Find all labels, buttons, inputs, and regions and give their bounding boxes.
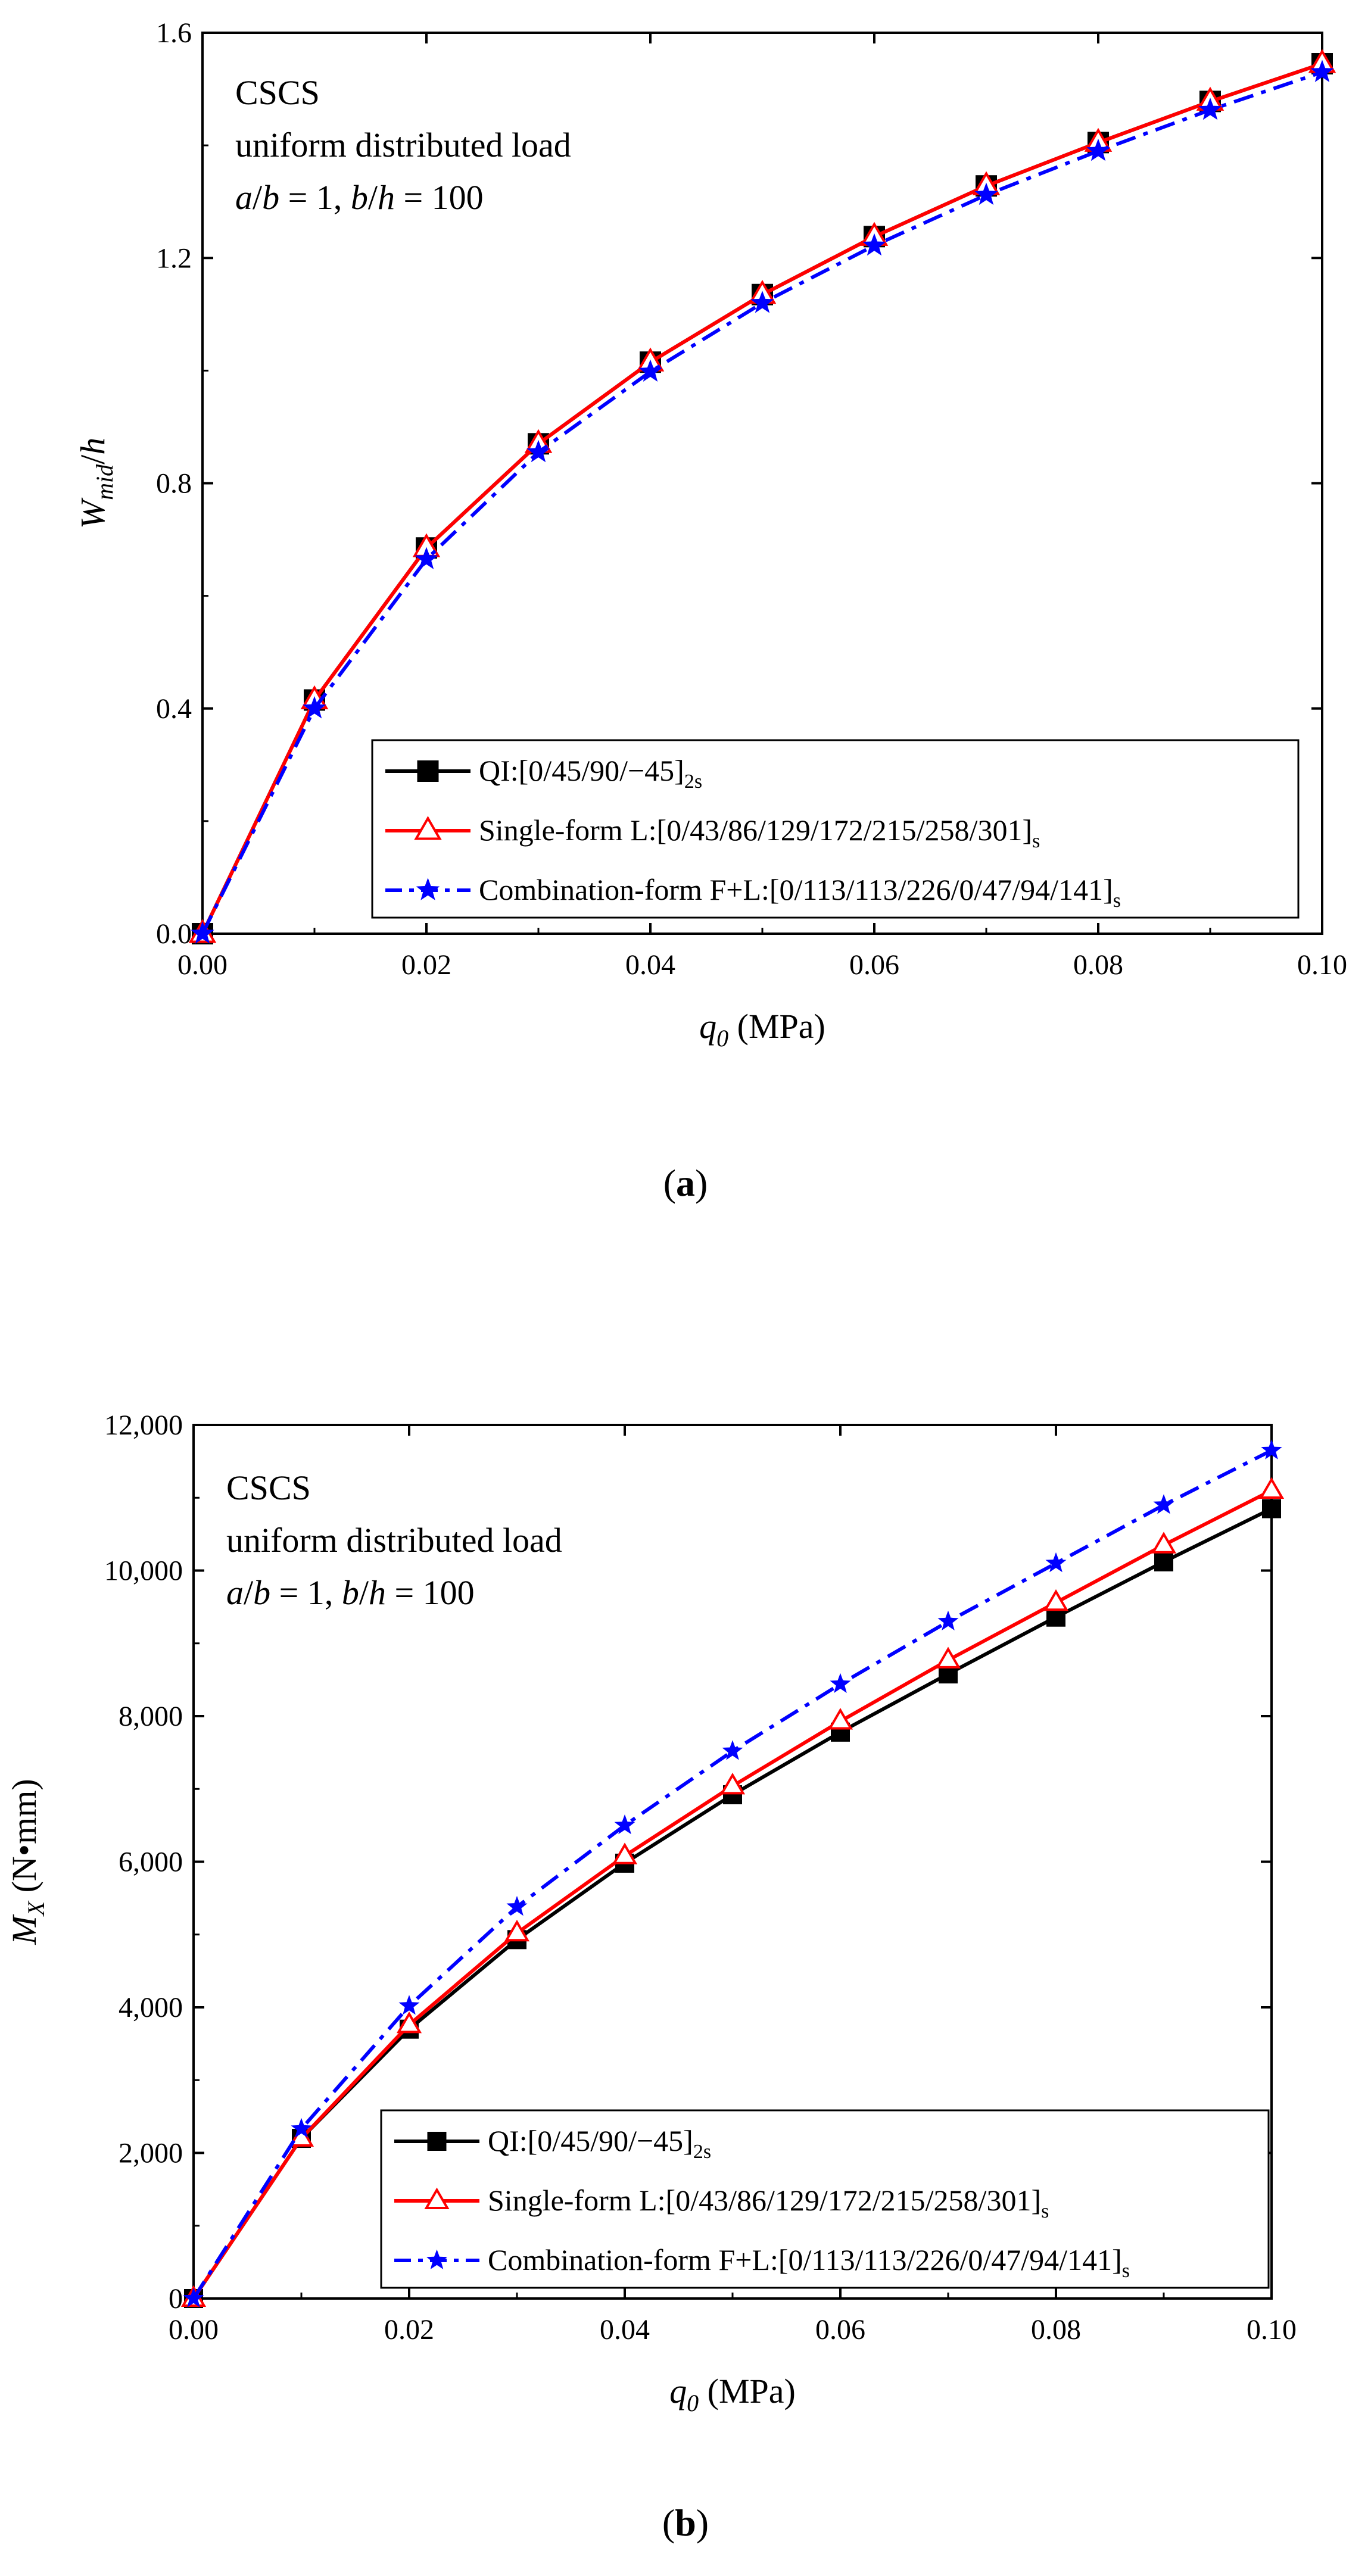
x-tick-label: 0.04	[625, 949, 675, 981]
data-point-star	[862, 233, 886, 256]
data-point-star	[1310, 60, 1334, 82]
y-tick-label: 1.6	[156, 17, 192, 49]
y-tick-label: 1.2	[156, 242, 192, 274]
y-tick-label: 0.8	[156, 468, 192, 500]
x-tick-label: 0.02	[401, 949, 451, 981]
legend-marker-triangle	[414, 816, 442, 840]
legend-marker-star	[426, 2249, 447, 2269]
data-point-star	[1045, 1552, 1067, 1573]
x-tick-label: 0.06	[849, 949, 899, 981]
x-tick-label: 0.00	[177, 949, 228, 981]
data-point-triangle	[719, 1772, 746, 1795]
data-point-star	[303, 696, 326, 719]
data-point-star	[1086, 138, 1110, 161]
data-point-star	[722, 1740, 743, 1760]
data-point-star	[614, 1814, 635, 1835]
legend-label-square: QI:[0/45/90/−45]2s	[488, 2124, 711, 2163]
annotation-bc: CSCS	[235, 73, 320, 112]
data-point-star	[191, 921, 214, 944]
legend-marker-square	[417, 760, 439, 782]
x-tick-label: 0.04	[600, 2314, 650, 2346]
data-point-triangle	[1258, 1477, 1285, 1499]
legend-label-star: Combination-form F+L:[0/113/113/226/0/47…	[488, 2243, 1130, 2282]
legend-box	[380, 2109, 1270, 2289]
data-point-star	[415, 547, 438, 569]
data-point-triangle	[612, 1842, 638, 1864]
legend-label-star: Combination-form F+L:[0/113/113/226/0/47…	[479, 873, 1121, 912]
data-point-star	[937, 1610, 959, 1630]
x-tick-label: 0.08	[1073, 949, 1123, 981]
annotation-load: uniform distributed load	[235, 126, 571, 164]
chart-panel-a: 0.00 0.02 0.04 0.06 0.08 0.10 0.0 0.4 0.8 1.2 1.6 q…	[73, 17, 1347, 1052]
data-point-triangle	[504, 1919, 530, 1942]
y-tick-label: 4,000	[119, 1992, 183, 2023]
legend-marker-triangle	[424, 2187, 450, 2209]
caption-a: (a)	[663, 1162, 708, 1204]
y-tick-label: 12,000	[104, 1409, 183, 1441]
y-tick-label: 8,000	[119, 1701, 183, 1732]
data-point-star	[1261, 1439, 1282, 1459]
x-tick-label: 0.08	[1031, 2314, 1081, 2346]
x-tick-label: 0.06	[815, 2314, 865, 2346]
series-star	[183, 1439, 1282, 2307]
y-tick-label: 0	[169, 2283, 183, 2315]
annotation-bc: CSCS	[226, 1468, 311, 1507]
x-axis-title: q0 (MPa)	[699, 1007, 825, 1052]
y-tick-label: 10,000	[104, 1555, 183, 1587]
y-tick-label: 6,000	[119, 1847, 183, 1878]
data-point-star	[1153, 1494, 1174, 1514]
annotation-geometry: a/b = 1, b/h = 100	[235, 178, 484, 217]
legend-marker-square	[427, 2132, 447, 2151]
data-point-star	[183, 2287, 204, 2307]
legend-label-triangle: Single-form L:[0/43/86/129/172/215/258/3…	[488, 2184, 1049, 2222]
annotation-geometry: a/b = 1, b/h = 100	[226, 1573, 475, 1612]
x-tick-label: 0.00	[169, 2314, 219, 2346]
data-point-star	[638, 359, 662, 382]
y-axis-title: Wmid/h	[73, 438, 118, 529]
data-point-star	[750, 291, 774, 313]
data-point-star	[974, 182, 998, 205]
y-tick-label: 0.4	[156, 693, 192, 725]
x-tick-label: 0.10	[1297, 949, 1347, 981]
legend-marker-star	[416, 878, 440, 900]
caption-b: (b)	[662, 2502, 709, 2544]
legend-box	[371, 739, 1300, 919]
x-tick-label: 0.02	[384, 2314, 434, 2346]
annotation-load: uniform distributed load	[226, 1521, 562, 1560]
data-point-star	[830, 1673, 851, 1694]
data-point-star	[506, 1895, 528, 1916]
data-point-star	[526, 439, 550, 463]
y-axis-title: MX (N•mm)	[5, 1779, 49, 1945]
data-point-square	[1262, 1499, 1281, 1518]
series-star	[191, 60, 1334, 944]
y-tick-label: 0.0	[156, 918, 192, 950]
data-point-square	[1154, 1552, 1173, 1571]
series-line-star	[201, 70, 1323, 935]
data-point-triangle	[935, 1646, 961, 1669]
data-point-triangle	[1151, 1532, 1177, 1554]
data-point-star	[398, 1995, 420, 2015]
data-point-triangle	[1043, 1589, 1069, 1611]
x-tick-label: 0.10	[1247, 2314, 1297, 2346]
data-point-star	[1198, 97, 1222, 120]
data-point-triangle	[827, 1708, 853, 1730]
x-axis-title: q0 (MPa)	[669, 2372, 796, 2416]
data-point-star	[291, 2117, 312, 2138]
legend-label-triangle: Single-form L:[0/43/86/129/172/215/258/3…	[479, 813, 1040, 852]
chart-panel-b: 0.00 0.02 0.04 0.06 0.08 0.10 0 2,000 4,000 6,000…	[5, 1409, 1297, 2416]
legend-label-square: QI:[0/45/90/−45]2s	[479, 754, 702, 793]
data-point-triangle	[396, 2011, 422, 2034]
y-tick-label: 2,000	[119, 2138, 183, 2169]
series-line-star	[192, 1449, 1273, 2300]
